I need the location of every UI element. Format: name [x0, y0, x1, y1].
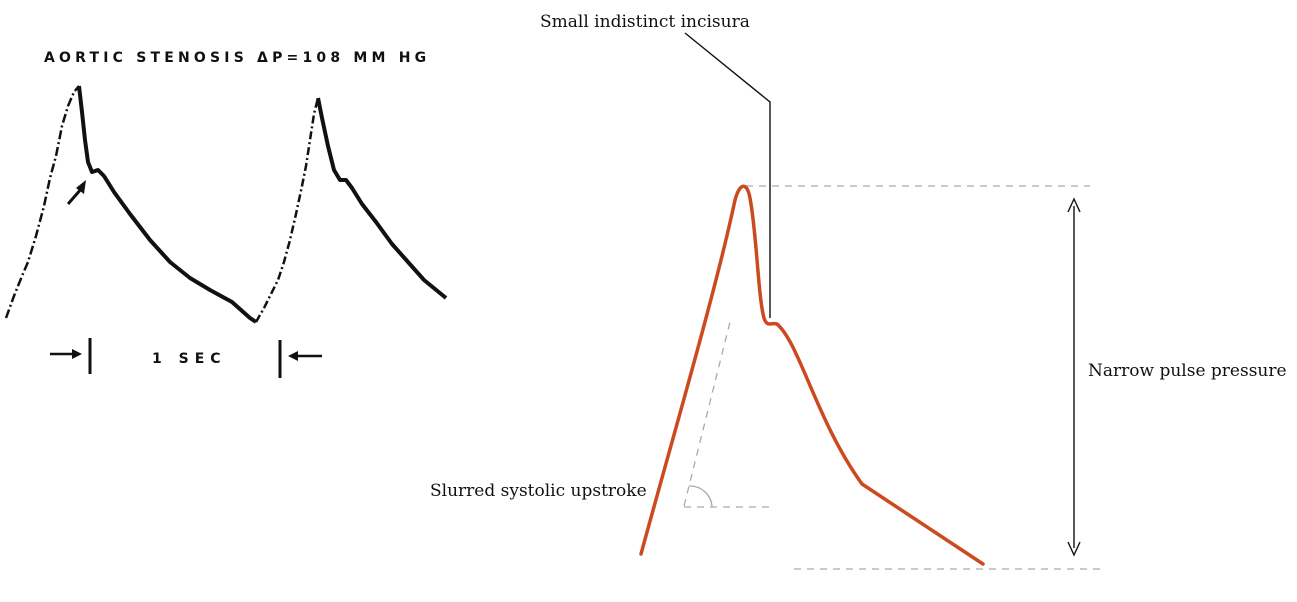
- time-scale-label: 1 SEC: [152, 351, 227, 367]
- anacrotic-notch-arrow: [66, 180, 86, 205]
- pulse-pressure-arrow: [1067, 197, 1081, 557]
- pulse-pressure-label: Narrow pulse pressure: [1088, 361, 1287, 381]
- upstroke-label: Slurred systolic upstroke: [430, 481, 647, 501]
- tracing-upstroke-1: [4, 85, 80, 319]
- upstroke-angle-reference: [683, 321, 770, 508]
- time-scale-marker: 1 SEC: [50, 338, 322, 378]
- pulse-waveform: [639, 184, 985, 566]
- tracing-title: AORTIC STENOSIS ΔP=108 MM HG: [44, 50, 430, 66]
- tracing-upstroke-2: [254, 97, 320, 323]
- incisura-leader-line: [684, 32, 771, 318]
- tracing-decay-1: [77, 85, 258, 324]
- incisura-label: Small indistinct incisura: [540, 12, 750, 32]
- schematic-panel: Small indistinct incisura Slurred systol…: [430, 12, 1287, 570]
- pressure-tracing-panel: AORTIC STENOSIS ΔP=108 MM HG 1 SEC: [4, 50, 448, 378]
- tracing-decay-2: [316, 97, 448, 300]
